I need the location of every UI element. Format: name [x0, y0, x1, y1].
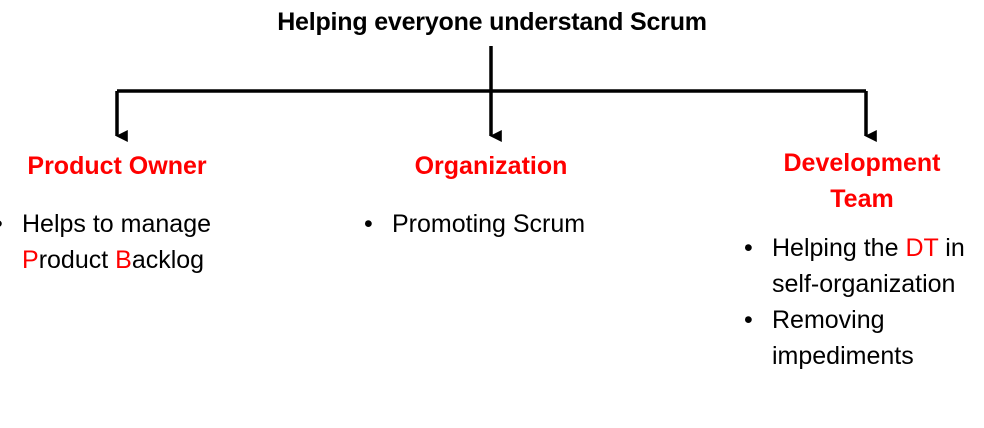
bullet-item: Removing impediments [742, 302, 978, 374]
organization-bullets: Promoting Scrum [362, 206, 652, 242]
development-team-bullets: Helping the DT in self-organization Remo… [742, 230, 978, 374]
bullet-item: Helping the DT in self-organization [742, 230, 978, 302]
development-team-heading: Development Team [783, 149, 941, 213]
bullet-item: Promoting Scrum [362, 206, 652, 242]
product-owner-bullets: Helps to manage Product Backlog [0, 206, 252, 278]
product-owner-heading: Product Owner [27, 152, 207, 180]
bullet-item: Helps to manage Product Backlog [0, 206, 252, 278]
organization-heading: Organization [414, 152, 568, 180]
diagram-title: Helping everyone understand Scrum [277, 8, 707, 36]
